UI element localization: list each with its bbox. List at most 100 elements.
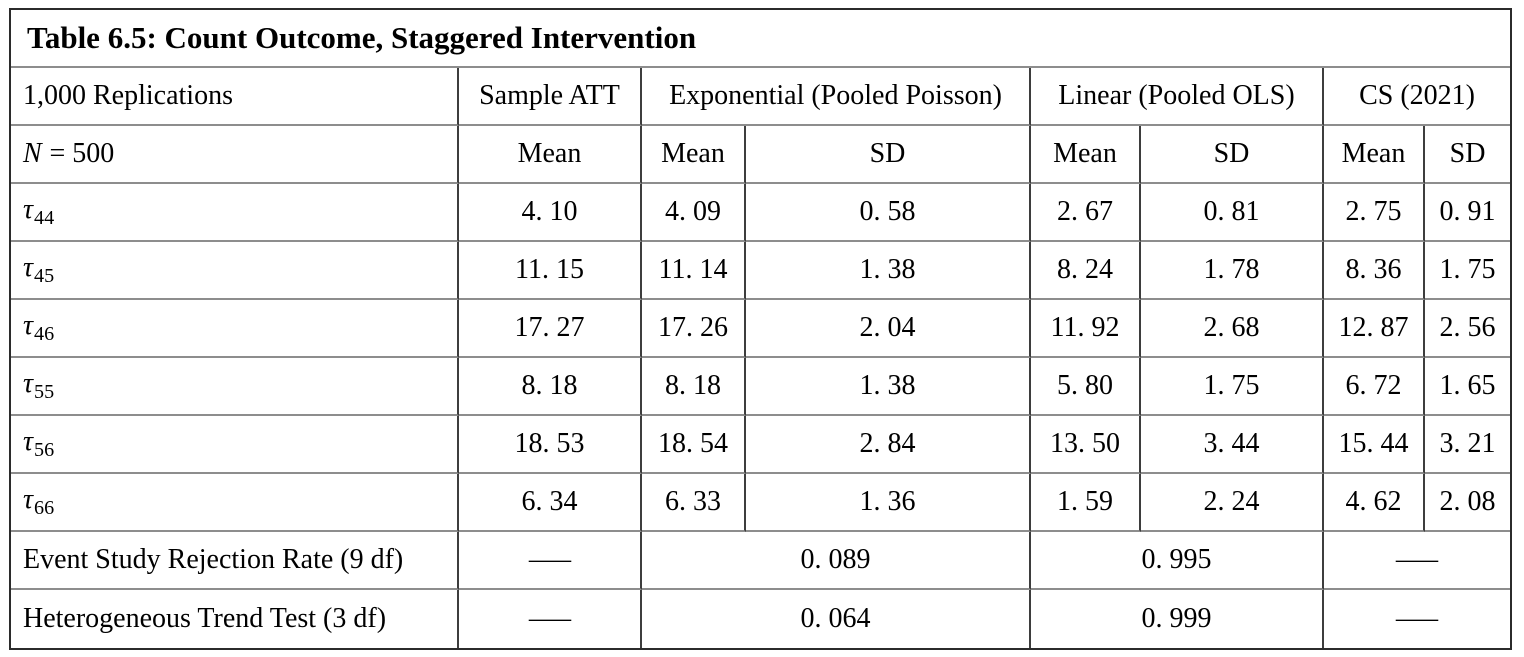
tau-subscript: 45	[34, 264, 55, 287]
table-row-tau-56: τ56 18. 53 18. 54 2. 84 13. 50 3. 44 15.…	[11, 416, 1511, 474]
table-row-tau-46: τ46 17. 27 17. 26 2. 04 11. 92 2. 68 12.…	[11, 300, 1511, 358]
header-linear-pooled-ols: Linear (Pooled OLS)	[1031, 68, 1324, 126]
tau-symbol: τ	[23, 310, 34, 342]
cell-sample-att: 11. 15	[459, 242, 642, 300]
cell-cs-mean: 8. 36	[1324, 242, 1425, 300]
cell-linear-sd: 3. 44	[1141, 416, 1324, 474]
row-label-tau-56: τ56	[11, 416, 459, 474]
em-dash: —	[528, 544, 571, 575]
row-label-tau-44: τ44	[11, 184, 459, 242]
tau-symbol: τ	[23, 194, 34, 226]
cell-cs-sd: 2. 56	[1425, 300, 1511, 358]
tau-symbol: τ	[23, 368, 34, 400]
subheader-exponential-mean: Mean	[642, 126, 746, 184]
cell-linear-sd: 1. 75	[1141, 358, 1324, 416]
cell-linear-mean: 1. 59	[1031, 474, 1141, 532]
tau-subscript: 66	[34, 496, 55, 519]
cell-exponential-mean: 4. 09	[642, 184, 746, 242]
table-row-tau-55: τ55 8. 18 8. 18 1. 38 5. 80 1. 75 6. 72 …	[11, 358, 1511, 416]
cell-cs-mean: 6. 72	[1324, 358, 1425, 416]
cell-cs-sd: 1. 75	[1425, 242, 1511, 300]
cell-cs-mean: 12. 87	[1324, 300, 1425, 358]
cell-sample-att: 18. 53	[459, 416, 642, 474]
table-row-tau-45: τ45 11. 15 11. 14 1. 38 8. 24 1. 78 8. 3…	[11, 242, 1511, 300]
cell-sample-att: 6. 34	[459, 474, 642, 532]
cell-exponential-mean: 17. 26	[642, 300, 746, 358]
results-table: Table 6.5: Count Outcome, Staggered Inte…	[9, 8, 1513, 650]
cell-exponential-sd: 0. 58	[746, 184, 1031, 242]
cell-exponential-mean: 8. 18	[642, 358, 746, 416]
cell-linear-sd: 0. 81	[1141, 184, 1324, 242]
n-variable: N	[23, 138, 42, 169]
cell-linear-trend-test: 0. 999	[1031, 590, 1324, 648]
tau-symbol: τ	[23, 426, 34, 458]
cell-linear-sd: 2. 68	[1141, 300, 1324, 358]
cell-sample-att: 17. 27	[459, 300, 642, 358]
header-sample-att: Sample ATT	[459, 68, 642, 126]
tau-symbol: τ	[23, 252, 34, 284]
header-n-500: N = 500	[11, 126, 459, 184]
subheader-linear-mean: Mean	[1031, 126, 1141, 184]
subheader-sample-att-mean: Mean	[459, 126, 642, 184]
cell-cs-dash: —	[1324, 532, 1511, 590]
n-value: = 500	[49, 138, 115, 169]
cell-sample-att: 4. 10	[459, 184, 642, 242]
row-label-event-study: Event Study Rejection Rate (9 df)	[11, 532, 459, 590]
cell-sample-att-dash: —	[459, 590, 642, 648]
table-row-tau-66: τ66 6. 34 6. 33 1. 36 1. 59 2. 24 4. 62 …	[11, 474, 1511, 532]
cell-exponential-mean: 11. 14	[642, 242, 746, 300]
cell-linear-rejection-rate: 0. 995	[1031, 532, 1324, 590]
cell-cs-mean: 15. 44	[1324, 416, 1425, 474]
cell-exponential-mean: 6. 33	[642, 474, 746, 532]
cell-sample-att-dash: —	[459, 532, 642, 590]
row-label-heterogeneous-trend: Heterogeneous Trend Test (3 df)	[11, 590, 459, 648]
cell-linear-sd: 2. 24	[1141, 474, 1324, 532]
row-label-tau-55: τ55	[11, 358, 459, 416]
subheader-cs-sd: SD	[1425, 126, 1511, 184]
header-cs-2021: CS (2021)	[1324, 68, 1511, 126]
tau-subscript: 56	[34, 438, 55, 461]
subheader-cs-mean: Mean	[1324, 126, 1425, 184]
cell-cs-sd: 3. 21	[1425, 416, 1511, 474]
cell-linear-mean: 11. 92	[1031, 300, 1141, 358]
row-label-tau-45: τ45	[11, 242, 459, 300]
cell-exponential-mean: 18. 54	[642, 416, 746, 474]
cell-cs-dash: —	[1324, 590, 1510, 648]
row-label-tau-66: τ66	[11, 474, 459, 532]
subheader-exponential-sd: SD	[746, 126, 1031, 184]
cell-cs-sd: 2. 08	[1425, 474, 1511, 532]
tau-subscript: 55	[34, 380, 55, 403]
cell-cs-sd: 0. 91	[1425, 184, 1511, 242]
cell-exponential-trend-test: 0. 064	[642, 590, 1031, 648]
cell-exponential-sd: 2. 84	[746, 416, 1031, 474]
cell-exponential-sd: 1. 36	[746, 474, 1031, 532]
cell-linear-sd: 1. 78	[1141, 242, 1324, 300]
cell-linear-mean: 5. 80	[1031, 358, 1141, 416]
cell-cs-mean: 4. 62	[1324, 474, 1425, 532]
cell-linear-mean: 8. 24	[1031, 242, 1141, 300]
header-stat-row: N = 500 Mean Mean SD Mean SD Mean SD	[11, 126, 1511, 184]
summary-row-event-study: Event Study Rejection Rate (9 df) — 0. 0…	[11, 532, 1511, 590]
cell-exponential-sd: 2. 04	[746, 300, 1031, 358]
cell-sample-att: 8. 18	[459, 358, 642, 416]
tau-subscript: 46	[34, 322, 55, 345]
cell-cs-mean: 2. 75	[1324, 184, 1425, 242]
cell-exponential-sd: 1. 38	[746, 242, 1031, 300]
table-title: Table 6.5: Count Outcome, Staggered Inte…	[11, 10, 1511, 68]
tau-subscript: 44	[34, 206, 55, 229]
cell-linear-mean: 13. 50	[1031, 416, 1141, 474]
summary-row-heterogeneous-trend: Heterogeneous Trend Test (3 df) — 0. 064…	[11, 590, 1510, 648]
header-group-row: 1,000 Replications Sample ATT Exponentia…	[11, 68, 1511, 126]
cell-exponential-rejection-rate: 0. 089	[642, 532, 1031, 590]
table-row-tau-44: τ44 4. 10 4. 09 0. 58 2. 67 0. 81 2. 75 …	[11, 184, 1511, 242]
cell-exponential-sd: 1. 38	[746, 358, 1031, 416]
row-label-tau-46: τ46	[11, 300, 459, 358]
subheader-linear-sd: SD	[1141, 126, 1324, 184]
cell-cs-sd: 1. 65	[1425, 358, 1511, 416]
em-dash: —	[528, 603, 571, 634]
header-replications: 1,000 Replications	[11, 68, 459, 126]
title-row: Table 6.5: Count Outcome, Staggered Inte…	[11, 10, 1511, 68]
header-exponential-pooled-poisson: Exponential (Pooled Poisson)	[642, 68, 1031, 126]
em-dash: —	[1396, 544, 1439, 575]
em-dash: —	[1396, 603, 1439, 634]
